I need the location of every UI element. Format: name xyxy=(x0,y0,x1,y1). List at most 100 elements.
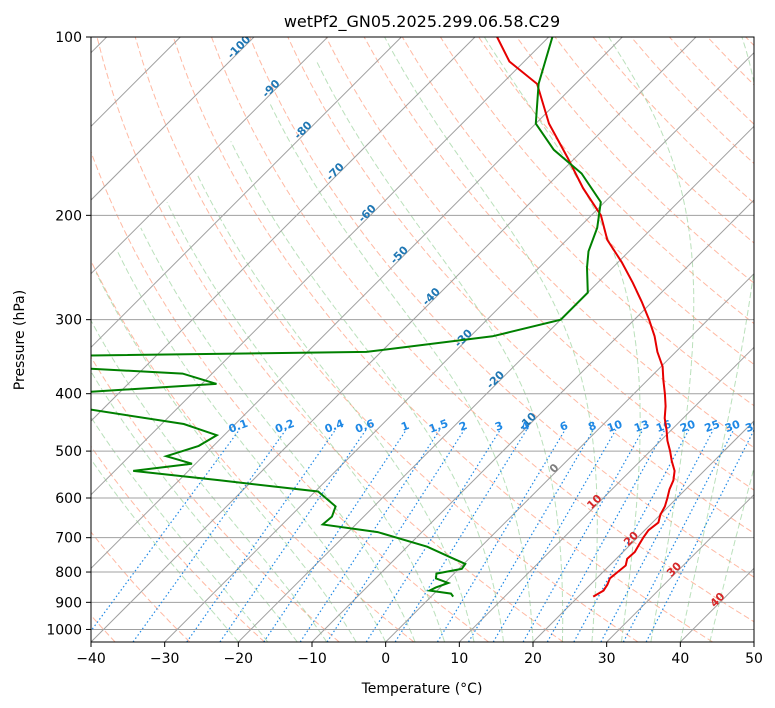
plot-frame xyxy=(90,36,755,643)
moist-adiabat-line xyxy=(116,251,387,642)
dry-adiabat-line xyxy=(96,37,564,642)
mixing-ratio-line xyxy=(492,429,617,642)
isotherm-label: -70 xyxy=(324,160,347,183)
moist-adiabat-line xyxy=(709,466,754,642)
isotherm-label: 10 xyxy=(584,492,604,512)
isotherm-label: -80 xyxy=(291,118,314,141)
isotherm-line xyxy=(91,37,476,422)
mixing-ratio-line xyxy=(263,429,407,642)
isotherm-label: -90 xyxy=(259,77,282,100)
mixing-ratio-label: 6 xyxy=(558,419,570,434)
dry-adiabat-line xyxy=(91,531,191,642)
dry-adiabat-line xyxy=(592,37,754,204)
x-tick-label: 30 xyxy=(598,651,616,667)
x-tick-label: −30 xyxy=(150,651,180,667)
moist-adiabat-line xyxy=(91,458,239,642)
moist-adiabat-line xyxy=(608,37,695,642)
isotherm-line xyxy=(91,37,550,496)
background-lines xyxy=(91,37,754,642)
mixing-ratio-line xyxy=(573,429,690,642)
isotherm-line xyxy=(385,272,754,642)
moist-adiabat-line xyxy=(483,37,641,642)
dry-adiabat-line xyxy=(439,37,754,366)
mixing-ratio-line xyxy=(326,429,465,642)
mixing-ratio-label: 30 xyxy=(723,418,742,436)
mixing-ratio-line xyxy=(186,429,337,642)
isotherm-line xyxy=(237,125,754,642)
dry-adiabat-line xyxy=(211,37,754,623)
x-tick-label: −10 xyxy=(297,651,327,667)
x-axis-label: Temperature (°C) xyxy=(361,681,483,697)
isotherm-line xyxy=(91,37,697,642)
moist-adiabat-line xyxy=(196,173,475,642)
moist-adiabat-line xyxy=(166,201,446,642)
dry-adiabat-line xyxy=(91,259,415,642)
mixing-ratio-label: 0.4 xyxy=(323,417,346,436)
mixing-ratio-label: 3 xyxy=(493,419,505,434)
y-axis: 100 200 300 400 500 600 700 800 900 1000 xyxy=(46,30,91,638)
temperature-profile-line xyxy=(496,37,676,598)
mixing-ratio-line xyxy=(600,429,714,642)
dry-adiabat-line xyxy=(91,445,265,642)
mixing-ratio-label: 8 xyxy=(586,419,598,434)
moist-adiabat-line xyxy=(95,272,357,642)
isotherm-line xyxy=(458,346,754,642)
mixing-ratio-label: 1 xyxy=(399,419,411,434)
y-tick-label: 800 xyxy=(55,565,82,581)
mixing-ratio-line xyxy=(467,429,594,642)
mixing-ratio-line xyxy=(219,429,367,642)
mixing-ratio-line xyxy=(299,429,441,642)
isotherm-line xyxy=(532,420,754,642)
mixing-ratio-label: 4 xyxy=(520,419,532,434)
mixing-ratio-label: 0.6 xyxy=(354,417,377,436)
x-tick-label: 20 xyxy=(524,651,542,667)
dry-adiabat-line xyxy=(249,37,754,578)
isotherm-line xyxy=(679,567,754,642)
moist-adiabat-line xyxy=(91,319,328,642)
dry-adiabat-line xyxy=(91,356,340,642)
y-axis-label: Pressure (hPa) xyxy=(12,290,28,390)
mixing-ratio-label: 0.1 xyxy=(227,417,250,436)
isotherm-label: -40 xyxy=(420,285,443,308)
x-tick-label: 50 xyxy=(745,651,763,667)
y-tick-label: 600 xyxy=(55,491,82,507)
mixing-ratio-line xyxy=(132,429,287,642)
mixing-ratio-label: 16 xyxy=(654,418,673,436)
mixing-ratio-line xyxy=(645,429,754,642)
x-tick-label: −20 xyxy=(224,651,254,667)
isotherm-line xyxy=(91,37,623,570)
mixing-ratio-label: 2 xyxy=(457,419,469,434)
moist-adiabat-line xyxy=(679,37,754,642)
isotherm-label: 30 xyxy=(664,559,684,579)
y-tick-label: 200 xyxy=(55,208,82,224)
dewpoint-profile-line xyxy=(91,37,602,598)
moist-adiabat-line xyxy=(316,61,564,642)
mixing-ratio-line xyxy=(546,429,666,642)
x-tick-label: −40 xyxy=(76,651,106,667)
mixing-ratio-line xyxy=(394,429,528,642)
dry-adiabat-line xyxy=(401,37,754,407)
isotherm-label: -60 xyxy=(356,202,379,225)
isotherm-label: 40 xyxy=(708,590,728,610)
x-tick-label: 40 xyxy=(671,651,689,667)
y-tick-label: 500 xyxy=(55,444,82,460)
dry-adiabat-line xyxy=(707,37,754,86)
dry-adiabat-line xyxy=(630,37,754,165)
isotherm-line xyxy=(91,37,329,275)
dry-adiabat-line xyxy=(134,37,639,642)
mixing-ratio-line xyxy=(91,429,240,632)
mixing-ratio-line xyxy=(365,429,501,642)
mixing-ratio-line xyxy=(436,429,566,642)
moist-adiabat-line xyxy=(140,227,416,642)
mixing-ratio-label: 0.2 xyxy=(273,417,296,436)
x-axis: −40 −30 −20 −10 0 10 20 30 40 50 xyxy=(76,642,763,667)
dry-adiabat-line xyxy=(745,37,754,47)
moist-adiabat-line xyxy=(91,416,269,642)
isotherm-line xyxy=(311,199,754,642)
y-tick-label: 300 xyxy=(55,313,82,329)
mixing-ratio-line xyxy=(522,429,644,642)
mixing-ratio-label: 1.5 xyxy=(427,417,450,436)
mixing-ratio-labels: 0.1 0.2 0.4 0.6 1 1.5 2 3 4 6 8 10 13 16 20 25 30 36 xyxy=(227,417,754,436)
x-tick-label: 10 xyxy=(450,651,468,667)
